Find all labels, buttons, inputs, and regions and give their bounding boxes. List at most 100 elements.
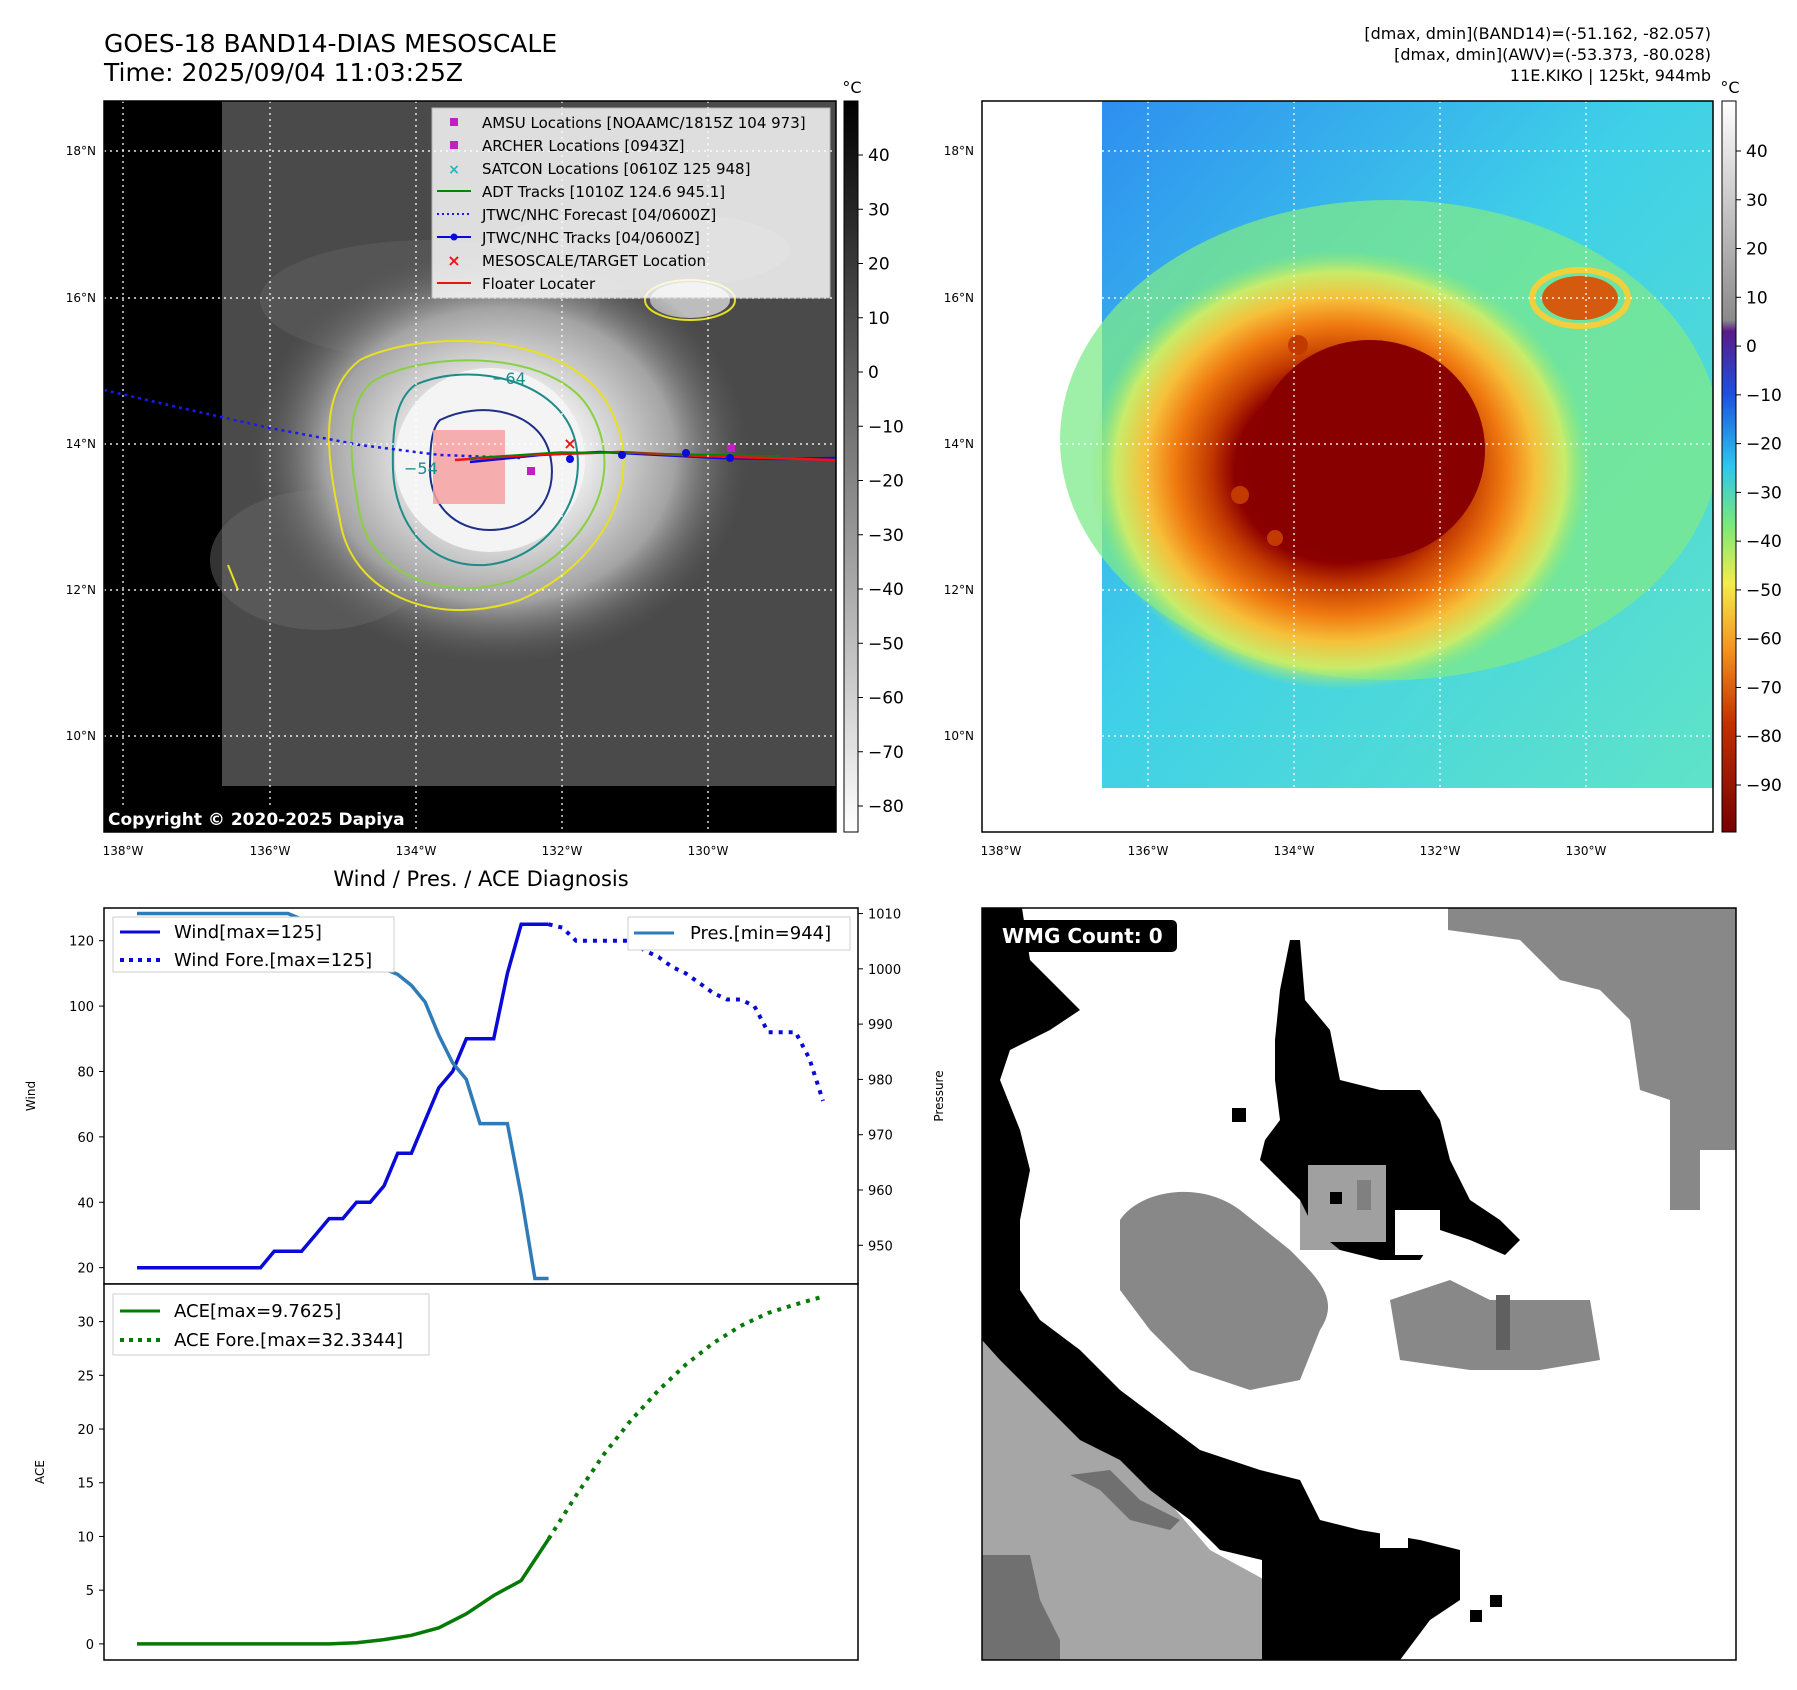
ir-legend: AMSU Locations [NOAAMC/1815Z 104 973] AR… [431,107,831,299]
figure-time: Time: 2025/09/04 11:03:25Z [103,58,463,87]
lon-label: 134°W [396,844,437,858]
wind-tick-label: 120 [69,935,94,950]
pressure-axis-label: Pressure [932,1070,946,1121]
ace-plot: 0 5 10 15 20 25 30 ACE ACE[max=9.7625] ACE For… [33,1283,859,1661]
diagnosis-title: Wind / Pres. / ACE Diagnosis [333,867,628,891]
ace-tick-label: 5 [86,1584,94,1599]
ir-colorbar-tick-label: −20 [868,472,904,492]
wind-line [137,922,549,1270]
ir-colorbar-tick-label: 0 [868,363,879,383]
color-colorbar-tick-label: −20 [1746,435,1782,455]
legend-item: ADT Tracks [1010Z 124.6 945.1] [482,183,725,201]
pressure-tick-label: 1010 [868,908,901,923]
color-colorbar-tick-label: −50 [1746,581,1782,601]
color-colorbar-tick-label: 20 [1746,240,1768,260]
lon-label: 130°W [1566,844,1607,858]
wmg-count-badge [992,920,1177,952]
color-colorbar-tick-label: −90 [1746,776,1782,796]
ir-colorbar [843,100,859,833]
color-colorbar [1721,100,1737,833]
lon-label: 132°W [1420,844,1461,858]
ir-colorbar-tick-label: −60 [868,689,904,709]
ir-panel: × −64 −54 AMSU Locations [NOAAMC/1815Z 1… [66,78,904,858]
wind-axis-label: Wind [24,1081,38,1111]
legend-ace: ACE[max=9.7625] [174,1301,341,1322]
lon-label: 130°W [688,844,729,858]
pressure-tick-label: 970 [868,1129,893,1144]
wind-tick-label: 100 [69,1000,94,1015]
svg-text:×: × [563,434,576,453]
lat-label: 14°N [66,437,96,451]
lon-label: 138°W [981,844,1022,858]
pressure-tick-label: 1000 [868,963,901,978]
color-colorbar-tick-label: −10 [1746,386,1782,406]
ir-colorbar-tick-label: 10 [868,309,890,329]
color-colorbar-tick-label: 10 [1746,288,1768,308]
dmax-awv: [dmax, dmin](AWV)=(-53.373, -80.028) [1394,45,1711,64]
wind-tick-label: 20 [77,1262,94,1277]
figure-title: GOES-18 BAND14-DIAS MESOSCALE [104,29,557,58]
lat-label: 18°N [66,144,96,158]
wind-tick-label: 80 [77,1065,94,1080]
ace-tick-label: 15 [77,1477,94,1492]
ace-tick-label: 10 [77,1530,94,1545]
dmax-band14: [dmax, dmin](BAND14)=(-51.162, -82.057) [1364,24,1711,43]
color-colorbar-tick-label: −30 [1746,483,1782,503]
wind-tick-label: 60 [77,1131,94,1146]
legend-wind-fore: Wind Fore.[max=125] [174,950,372,971]
ace-forecast-line [546,1294,824,1541]
ace-tick-label: 30 [77,1316,94,1331]
legend-marker-target: × [447,251,460,270]
wind-legend [112,916,395,973]
color-colorbar-unit: °C [1720,78,1739,97]
ir-colorbar-unit: °C [842,78,861,97]
legend-item: Floater Locater [482,275,596,293]
copyright: Copyright © 2020-2025 Dapiya [108,810,405,830]
legend-item: JTWC/NHC Tracks [04/0600Z] [481,229,700,247]
ace-tick-label: 25 [77,1369,94,1384]
color-colorbar-tick-label: −80 [1746,727,1782,747]
contour-label-54: −54 [404,459,438,478]
color-colorbar-tick-label: −40 [1746,532,1782,552]
pressure-tick-label: 990 [868,1018,893,1033]
legend-marker-archer [450,141,458,149]
ace-line [137,1538,551,1646]
lon-label: 138°W [103,844,144,858]
legend-marker-amsu [450,118,458,126]
ir-colorbar-tick-label: −80 [868,797,904,817]
color-colorbar-tick-label: 40 [1746,142,1768,162]
lon-label: 132°W [542,844,583,858]
ir-colorbar-tick-label: −50 [868,634,904,654]
wmg-count: WMG Count: 0 [1002,924,1163,948]
lat-label: 18°N [944,144,974,158]
legend-wind: Wind[max=125] [174,922,322,943]
wind-forecast-line [548,922,825,1102]
ir-colorbar-tick-label: −10 [868,417,904,437]
legend-item: MESOSCALE/TARGET Location [482,252,706,270]
legend-item: JTWC/NHC Forecast [04/0600Z] [481,206,716,224]
ace-axis-label: ACE [33,1460,47,1484]
wind-pressure-plot: 20 40 60 80 100 120 950 960 970 980 990 1000 1010 W… [24,907,946,1285]
color-colorbar-tick-label: 30 [1746,191,1768,211]
color-enhanced-panel: 18°N 16°N 14°N 12°N 10°N 138°W 136°W 134… [944,78,1782,858]
legend-ace-fore: ACE Fore.[max=32.3344] [174,1330,403,1351]
lon-label: 136°W [1128,844,1169,858]
lat-label: 10°N [944,729,974,743]
pressure-tick-label: 980 [868,1073,893,1088]
color-colorbar-tick-label: −70 [1746,678,1782,698]
ace-tick-label: 20 [77,1423,94,1438]
lon-label: 136°W [250,844,291,858]
lat-label: 16°N [944,291,974,305]
ir-colorbar-tick-label: −70 [868,743,904,763]
storm-info: 11E.KIKO | 125kt, 944mb [1510,66,1711,85]
ir-colorbar-tick-label: −30 [868,526,904,546]
ir-colorbar-tick-label: −40 [868,580,904,600]
color-colorbar-tick-label: −60 [1746,630,1782,650]
lat-label: 10°N [66,729,96,743]
legend-marker-satcon: × [448,162,460,178]
lat-label: 12°N [66,583,96,597]
lat-label: 16°N [66,291,96,305]
wind-tick-label: 40 [77,1196,94,1211]
legend-item: AMSU Locations [NOAAMC/1815Z 104 973] [482,114,806,132]
